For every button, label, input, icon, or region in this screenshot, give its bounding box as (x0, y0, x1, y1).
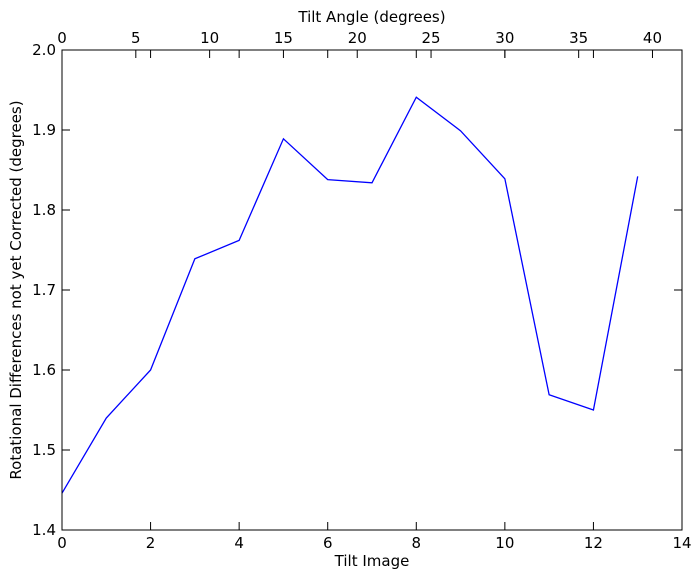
x-tick-label: 12 (584, 534, 603, 552)
x-axis-title: Tilt Image (334, 552, 410, 570)
top-tick-label: 20 (348, 29, 367, 47)
top-tick-label: 5 (131, 29, 141, 47)
x-tick-label: 10 (495, 534, 514, 552)
x-tick-label: 0 (57, 534, 67, 552)
y-tick-label: 2.0 (32, 41, 56, 59)
top-tick-label: 40 (643, 29, 662, 47)
x-tick-label: 14 (672, 534, 691, 552)
top-tick-label: 15 (274, 29, 293, 47)
y-tick-label: 1.5 (32, 441, 56, 459)
y-tick-label: 1.4 (32, 521, 56, 539)
tick-labels: 0 2 4 6 8 10 12 141.41.51.61.71.81.92.00 5 10 15 20… (32, 29, 691, 552)
y-tick-label: 1.9 (32, 121, 56, 139)
x-tick-label: 4 (234, 534, 244, 552)
y-tick-label: 1.6 (32, 361, 56, 379)
top-tick-label: 25 (422, 29, 441, 47)
plot-area (62, 50, 682, 530)
ticks (61, 49, 683, 531)
plot-frame (61, 49, 683, 531)
series-line (61, 96, 639, 494)
x-tick-label: 6 (323, 534, 333, 552)
top-tick-label: 0 (57, 29, 67, 47)
y-tick-label: 1.8 (32, 201, 56, 219)
top-tick-label: 35 (569, 29, 588, 47)
top-tick-label: 10 (200, 29, 219, 47)
y-axis-title: Rotational Differences not yet Corrected… (7, 100, 25, 479)
top-tick-label: 30 (495, 29, 514, 47)
x-tick-label: 8 (412, 534, 422, 552)
x-tick-label: 2 (146, 534, 156, 552)
top-axis-title: Tilt Angle (degrees) (297, 8, 445, 26)
y-tick-label: 1.7 (32, 281, 56, 299)
